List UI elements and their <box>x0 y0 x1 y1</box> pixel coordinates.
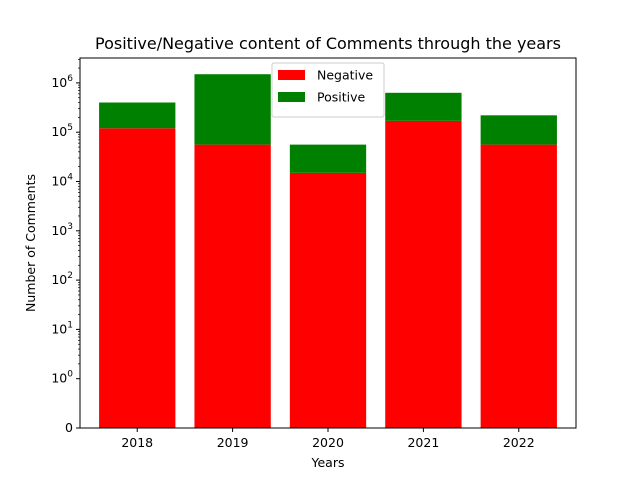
bar-negative-2022 <box>480 144 557 428</box>
y-tick-label-0: 0 <box>65 420 73 435</box>
x-tick-label-2020: 2020 <box>312 435 344 450</box>
x-axis: 2018 2019 2020 2021 2022 <box>121 428 535 450</box>
bars-group <box>99 74 557 429</box>
legend-label-negative: Negative <box>317 68 373 83</box>
y-tick-label-1000: 103 <box>51 222 73 238</box>
bar-negative-2021 <box>385 120 462 428</box>
bar-positive-2021 <box>385 92 462 121</box>
bar-positive-2020 <box>289 144 367 173</box>
bar-positive-2019 <box>194 74 271 145</box>
x-tick-label-2019: 2019 <box>217 435 249 450</box>
x-tick-label-2021: 2021 <box>407 435 439 450</box>
y-axis-label: Number of Comments <box>23 174 38 312</box>
bar-positive-2022 <box>480 115 557 145</box>
x-tick-label-2022: 2022 <box>503 435 535 450</box>
bar-positive-2018 <box>99 102 176 129</box>
x-tick-label-2018: 2018 <box>121 435 153 450</box>
legend-swatch-positive <box>278 92 305 102</box>
y-tick-label-10: 101 <box>51 320 73 336</box>
chart-title: Positive/Negative content of Comments th… <box>95 34 561 53</box>
legend-swatch-negative <box>278 70 305 80</box>
y-axis: 0 100 101 102 103 104 105 106 <box>51 59 80 435</box>
legend: Negative Positive <box>271 62 385 118</box>
y-tick-label-100000: 105 <box>51 123 73 139</box>
bar-negative-2020 <box>289 172 367 428</box>
y-tick-label-10000: 104 <box>51 173 73 189</box>
bar-negative-2018 <box>99 128 176 429</box>
y-tick-label-1: 100 <box>51 370 73 386</box>
y-tick-label-1000000: 106 <box>51 74 73 90</box>
legend-label-positive: Positive <box>317 90 365 105</box>
x-axis-label: Years <box>311 455 345 470</box>
bar-negative-2019 <box>194 144 271 428</box>
y-tick-label-100: 102 <box>51 271 73 287</box>
